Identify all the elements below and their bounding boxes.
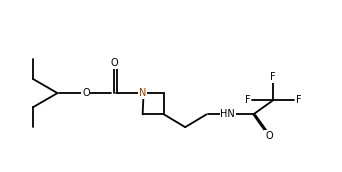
Text: O: O <box>110 58 118 68</box>
Text: O: O <box>82 88 90 98</box>
Text: O: O <box>265 131 273 141</box>
Text: HN: HN <box>220 109 235 119</box>
Text: F: F <box>296 95 302 105</box>
Text: N: N <box>139 88 146 98</box>
Text: F: F <box>271 72 276 83</box>
Text: F: F <box>245 95 250 105</box>
